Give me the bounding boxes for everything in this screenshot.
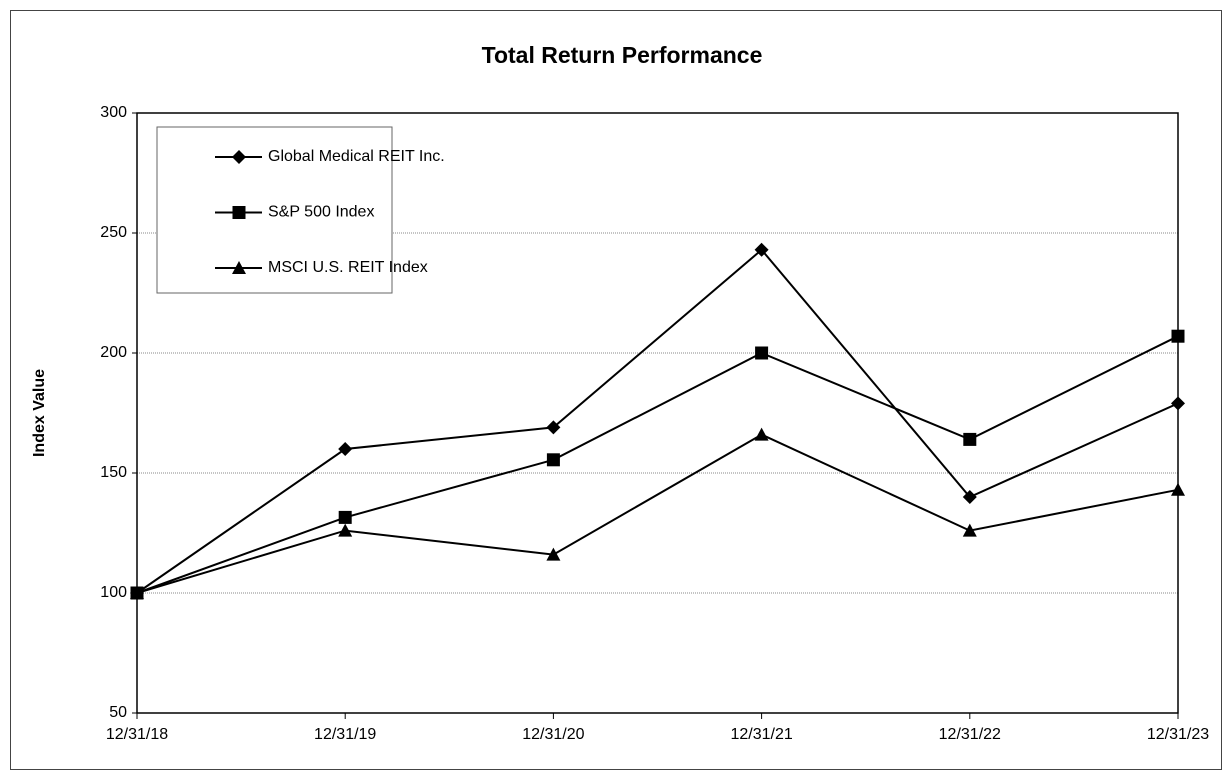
- marker: [1171, 329, 1185, 343]
- marker: [546, 547, 561, 561]
- x-tick-label: 12/31/20: [522, 726, 584, 743]
- marker: [754, 427, 769, 441]
- series-line: [136, 248, 1179, 594]
- legend-label: MSCI U.S. REIT Index: [268, 259, 428, 276]
- marker: [962, 523, 977, 537]
- legend-box: [156, 126, 393, 294]
- marker: [755, 346, 769, 360]
- legend-marker: [232, 150, 246, 164]
- x-tick-label: 12/31/18: [106, 726, 168, 743]
- marker: [338, 510, 352, 524]
- y-tick-label: 50: [109, 704, 127, 721]
- x-tick-label: 12/31/21: [730, 726, 792, 743]
- series-line: [136, 335, 1179, 594]
- legend-label: Global Medical REIT Inc.: [268, 148, 445, 165]
- series-line: [136, 433, 1179, 594]
- marker: [963, 432, 977, 446]
- marker: [1171, 482, 1185, 496]
- y-tick-label: 150: [100, 464, 127, 481]
- x-tick-label: 12/31/23: [1147, 726, 1209, 743]
- x-tick-label: 12/31/22: [939, 726, 1001, 743]
- marker: [130, 586, 144, 599]
- y-tick-label: 300: [100, 104, 127, 121]
- chart-title: Total Return Performance: [482, 42, 763, 68]
- marker: [546, 420, 561, 435]
- y-axis-label: Index Value: [31, 369, 48, 457]
- marker: [1171, 396, 1185, 411]
- x-tick-label: 12/31/19: [314, 726, 376, 743]
- marker: [546, 453, 560, 467]
- legend-marker: [232, 261, 246, 274]
- y-tick-label: 200: [100, 344, 127, 361]
- legend-marker: [232, 206, 246, 219]
- frame: [10, 10, 1222, 770]
- marker: [962, 490, 977, 504]
- y-tick-label: 250: [100, 224, 127, 241]
- marker: [338, 523, 353, 537]
- y-tick-label: 100: [100, 584, 127, 601]
- marker: [754, 242, 769, 257]
- legend-label: S&P 500 Index: [268, 204, 374, 221]
- plot-border: [136, 112, 1179, 714]
- marker: [338, 442, 353, 456]
